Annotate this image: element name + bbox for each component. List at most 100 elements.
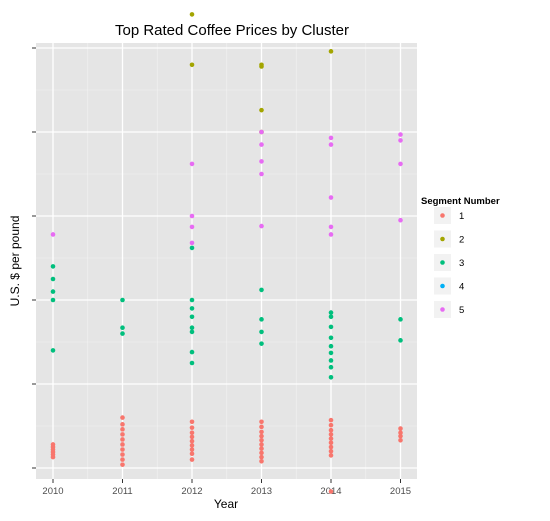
point-segment-5 (259, 171, 264, 177)
point-segment-1 (259, 458, 264, 464)
point-segment-1 (328, 448, 334, 454)
x-tick-label-2010: 2010 (42, 486, 63, 497)
point-segment-5 (398, 161, 403, 167)
point-segment-1 (120, 442, 125, 447)
point-segment-3 (120, 325, 125, 331)
point-segment-5 (398, 217, 403, 223)
point-segment-1 (328, 417, 334, 423)
point-segment-1 (189, 457, 195, 462)
point-segment-1 (259, 437, 264, 443)
point-segment-3 (259, 329, 264, 335)
point-segment-3 (50, 297, 56, 303)
point-segment-1 (259, 442, 264, 447)
x-tick-label-2015: 2015 (390, 486, 411, 497)
x-tick-label-2013: 2013 (251, 486, 272, 497)
point-segment-3 (259, 317, 264, 322)
point-segment-1 (189, 425, 195, 430)
point-segment-3 (328, 374, 334, 380)
legend-label-1: 1 (459, 211, 464, 222)
point-segment-3 (189, 329, 195, 335)
data-points (50, 12, 403, 494)
point-segment-1 (259, 419, 264, 425)
point-segment-3 (189, 349, 195, 355)
point-segment-3 (50, 264, 56, 269)
point-segment-2 (259, 64, 264, 69)
point-segment-3 (189, 297, 195, 303)
legend-swatch-5 (440, 307, 445, 312)
point-segment-1 (398, 430, 403, 436)
y-axis-title: U.S. $ per pound (8, 216, 22, 307)
point-segment-3 (189, 245, 195, 251)
point-segment-1 (398, 437, 403, 443)
point-segment-5 (189, 161, 195, 167)
point-segment-5 (328, 135, 334, 141)
legend-title: Segment Number (421, 196, 500, 207)
point-segment-1 (120, 415, 125, 420)
chart-title: Top Rated Coffee Prices by Cluster (115, 22, 349, 39)
point-segment-5 (259, 129, 264, 135)
grid-lines (36, 43, 417, 479)
point-segment-1 (120, 447, 125, 452)
x-tick-label-2011: 2011 (112, 486, 132, 497)
point-segment-1 (120, 427, 125, 432)
x-axis: 201020112012201320142015 (42, 479, 411, 497)
legend-label-4: 4 (459, 282, 464, 293)
point-segment-1 (189, 419, 195, 425)
point-segment-1 (50, 454, 56, 460)
point-segment-1 (328, 436, 334, 441)
point-segment-1 (259, 429, 264, 435)
point-segment-2 (189, 12, 195, 17)
point-segment-1 (398, 433, 403, 439)
point-segment-1 (189, 438, 195, 444)
legend-swatch-3 (440, 260, 445, 265)
point-segment-2 (189, 62, 195, 68)
point-segment-1 (328, 444, 334, 450)
legend-swatch-4 (440, 283, 445, 289)
point-segment-1 (120, 422, 125, 427)
point-segment-5 (328, 195, 334, 200)
point-segment-1 (259, 446, 264, 451)
point-segment-3 (259, 341, 264, 346)
point-segment-3 (328, 324, 334, 330)
point-segment-3 (189, 314, 195, 320)
point-segment-1 (398, 426, 403, 431)
point-segment-5 (398, 132, 403, 137)
point-segment-1 (189, 447, 195, 452)
point-segment-3 (328, 335, 334, 341)
point-segment-1 (328, 489, 334, 494)
point-segment-1 (259, 450, 264, 456)
point-segment-1 (259, 433, 264, 439)
point-segment-3 (50, 289, 56, 294)
x-axis-title: Year (214, 497, 238, 511)
legend-label-3: 3 (459, 258, 464, 269)
point-segment-3 (259, 287, 264, 293)
point-segment-3 (328, 350, 334, 356)
point-segment-1 (120, 452, 125, 457)
point-segment-5 (259, 223, 264, 229)
legend-swatch-1 (440, 213, 445, 218)
point-segment-1 (259, 424, 264, 430)
point-segment-5 (328, 224, 334, 230)
point-segment-1 (328, 453, 334, 458)
legend-swatch-2 (440, 236, 445, 242)
point-segment-5 (328, 232, 334, 237)
point-segment-3 (328, 314, 334, 320)
point-segment-1 (259, 454, 264, 460)
point-segment-5 (328, 142, 334, 147)
point-segment-1 (120, 462, 125, 467)
point-segment-3 (120, 297, 125, 303)
point-segment-5 (189, 240, 195, 246)
point-segment-1 (120, 432, 125, 437)
point-segment-3 (120, 331, 125, 336)
point-segment-1 (120, 437, 125, 442)
y-axis (32, 47, 36, 469)
point-segment-1 (120, 457, 125, 462)
point-segment-2 (328, 49, 334, 54)
point-segment-5 (50, 232, 56, 237)
legend: Segment Number 1 2 3 4 5 (421, 196, 500, 318)
point-segment-3 (328, 310, 334, 315)
legend-label-2: 2 (459, 235, 464, 246)
point-segment-1 (189, 443, 195, 448)
point-segment-3 (189, 360, 195, 366)
